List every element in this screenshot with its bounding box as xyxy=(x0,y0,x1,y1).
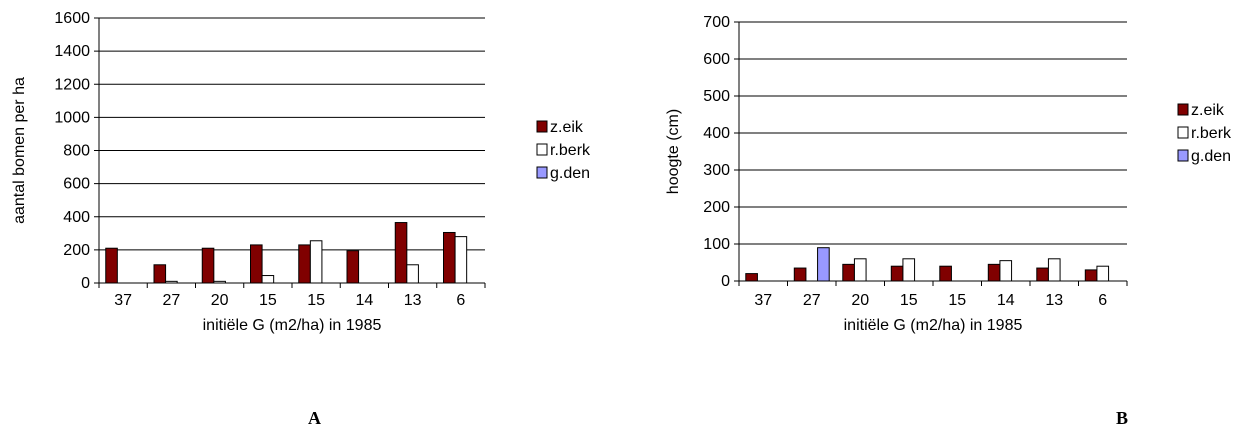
x-axis-label: initiële G (m2/ha) in 1985 xyxy=(203,317,382,334)
y-tick-label: 700 xyxy=(703,14,730,31)
y-tick-label: 200 xyxy=(63,242,90,259)
x-tick-label: 6 xyxy=(1098,292,1107,309)
legend-label: g.den xyxy=(550,165,590,182)
x-tick-label: 20 xyxy=(851,292,869,309)
bar-r-berk xyxy=(999,260,1013,282)
bar-r-berk xyxy=(261,275,275,284)
y-tick-label: 600 xyxy=(63,176,90,193)
y-tick-label: 600 xyxy=(703,51,730,68)
x-tick-label: 14 xyxy=(355,292,373,309)
bar-r-berk xyxy=(1096,265,1110,282)
panel-label-a: A xyxy=(308,408,321,428)
y-tick-label: 1600 xyxy=(54,10,90,27)
bar-z-eik xyxy=(793,267,807,282)
y-tick-label: 1000 xyxy=(54,109,90,126)
bar-r-berk xyxy=(1047,258,1061,282)
y-tick-label: 0 xyxy=(721,273,730,290)
y-tick-label: 400 xyxy=(63,209,90,226)
bar-r-berk xyxy=(165,280,178,284)
bar-r-berk xyxy=(454,236,468,284)
legend-swatch xyxy=(536,166,548,179)
bar-r-berk xyxy=(902,258,916,282)
x-tick-label: 15 xyxy=(900,292,918,309)
x-tick-label: 13 xyxy=(404,292,422,309)
x-tick-label: 20 xyxy=(211,292,229,309)
x-tick-label: 14 xyxy=(997,292,1015,309)
chart-panel-0: 0 200 400 600 800 1000 1200 1400 1600 37 27 20 15 15 1… xyxy=(11,10,591,334)
y-tick-label: 800 xyxy=(63,143,90,160)
legend-swatch xyxy=(1177,149,1189,162)
x-tick-label: 15 xyxy=(259,292,277,309)
bar-z-eik xyxy=(842,263,855,282)
y-tick-label: 1200 xyxy=(54,76,90,93)
legend-swatch xyxy=(1177,103,1189,116)
legend-label: z.eik xyxy=(1191,102,1225,119)
bar-g-den xyxy=(817,247,830,282)
bar-z-eik xyxy=(250,244,263,284)
x-tick-label: 37 xyxy=(114,292,132,309)
bar-r-berk xyxy=(406,264,419,284)
legend-label: g.den xyxy=(1191,148,1231,165)
x-tick-label: 27 xyxy=(162,292,180,309)
y-tick-label: 400 xyxy=(703,125,730,142)
legend-label: r.berk xyxy=(1191,125,1232,142)
y-tick-label: 100 xyxy=(703,236,730,253)
legend-swatch xyxy=(536,143,548,156)
y-tick-label: 300 xyxy=(703,162,730,179)
bar-r-berk xyxy=(309,240,323,284)
bar-z-eik xyxy=(443,231,456,284)
chart-panel-1: 0 100 200 300 400 500 600 700 37 27 20 15 15 14 13 6 ini… xyxy=(665,14,1232,334)
x-tick-label: 15 xyxy=(307,292,325,309)
y-axis-label: aantal bomen per ha xyxy=(11,77,28,224)
bar-z-eik xyxy=(346,250,360,284)
bar-z-eik xyxy=(939,265,952,282)
bar-r-berk xyxy=(853,258,867,282)
legend-label: z.eik xyxy=(550,119,584,136)
bar-z-eik xyxy=(298,244,311,284)
panel-label-b: B xyxy=(1116,408,1129,428)
legend-label: r.berk xyxy=(550,142,591,159)
bar-z-eik xyxy=(153,264,167,284)
bar-z-eik xyxy=(890,265,904,282)
bar-z-eik xyxy=(1036,267,1049,282)
x-tick-label: 15 xyxy=(948,292,966,309)
y-axis-label: hoogte (cm) xyxy=(665,109,682,194)
y-tick-label: 200 xyxy=(703,199,730,216)
x-axis-label: initiële G (m2/ha) in 1985 xyxy=(844,317,1023,334)
bar-z-eik xyxy=(987,263,1001,282)
y-tick-label: 0 xyxy=(81,275,90,292)
bar-r-berk xyxy=(213,280,226,284)
legend-swatch xyxy=(536,120,548,133)
bar-z-eik xyxy=(1084,269,1098,282)
x-tick-label: 27 xyxy=(803,292,821,309)
bar-z-eik xyxy=(745,273,758,282)
x-tick-label: 13 xyxy=(1045,292,1063,309)
y-tick-label: 500 xyxy=(703,88,730,105)
bar-z-eik xyxy=(394,222,408,284)
legend-swatch xyxy=(1177,126,1189,139)
x-tick-label: 37 xyxy=(754,292,772,309)
bar-z-eik xyxy=(201,247,215,284)
bar-z-eik xyxy=(105,247,118,284)
x-tick-label: 6 xyxy=(456,292,465,309)
y-tick-label: 1400 xyxy=(54,43,90,60)
